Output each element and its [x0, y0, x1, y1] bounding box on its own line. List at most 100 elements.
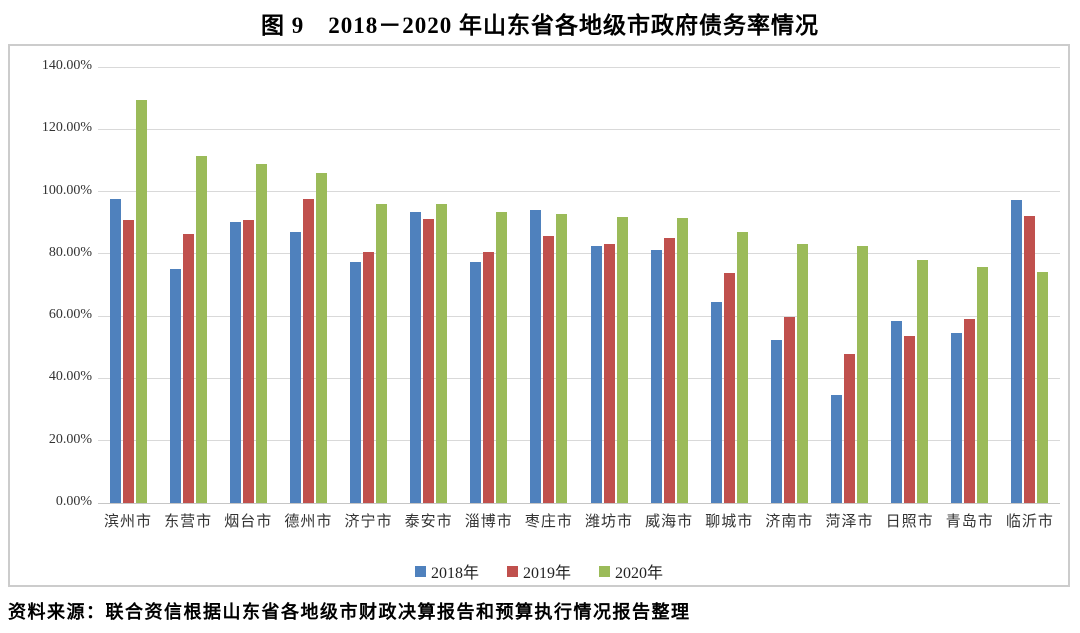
- bar: [650, 249, 662, 503]
- bar: [710, 301, 722, 503]
- bar: [770, 339, 782, 503]
- legend-item: 2019年: [506, 559, 571, 583]
- figure-title: 图 9 2018－2020 年山东省各地级市政府债务率情况: [261, 13, 819, 38]
- bar: [977, 266, 989, 503]
- bar: [530, 210, 542, 503]
- bar: [616, 216, 628, 503]
- plot-area: [98, 66, 1060, 504]
- y-axis-tick-label: 0.00%: [55, 494, 92, 509]
- bar: [543, 236, 555, 503]
- bar-group: [770, 244, 808, 503]
- gridline: [98, 66, 1060, 68]
- x-axis-tick-label: 济宁市: [344, 514, 393, 530]
- bar: [289, 232, 301, 503]
- bar-group: [410, 203, 448, 503]
- y-axis-tick-label: 20.00%: [48, 431, 92, 447]
- y-axis-tick-label: 80.00%: [48, 244, 92, 260]
- bar-group: [891, 260, 929, 503]
- x-axis-tick-label: 威海市: [645, 514, 694, 530]
- gridline: [98, 253, 1060, 255]
- x-axis-tick-label: 潍坊市: [585, 514, 634, 530]
- bar: [195, 156, 207, 503]
- x-axis-tick-label: 菏泽市: [825, 514, 874, 530]
- legend-label: 2020年: [615, 565, 664, 582]
- bar: [470, 262, 482, 503]
- bar: [736, 231, 748, 503]
- bar: [603, 243, 615, 503]
- x-axis-tick-label: 泰安市: [404, 514, 453, 530]
- bar: [844, 353, 856, 503]
- x-axis-tick-label: 德州市: [284, 514, 333, 530]
- bar: [169, 268, 181, 503]
- bar: [182, 233, 194, 503]
- y-axis-tick-label: 40.00%: [48, 369, 92, 385]
- x-axis-tick-label: 日照市: [885, 514, 934, 530]
- gridline: [98, 440, 1060, 442]
- y-axis-tick-label: 60.00%: [48, 307, 92, 323]
- bar-group: [951, 266, 989, 503]
- chart-area: 0.00% 20.00% 40.00% 60.00% 80.00% 100.00% 120.…: [8, 44, 1070, 587]
- bar: [964, 318, 976, 503]
- bar: [229, 221, 241, 503]
- legend-item: 2018年: [414, 559, 479, 583]
- bar: [857, 246, 869, 503]
- bar: [796, 244, 808, 503]
- legend-item: 2020年: [599, 559, 663, 583]
- x-axis-tick-label: 临沂市: [1005, 514, 1054, 530]
- bar-group: [350, 204, 388, 503]
- gridline: [98, 128, 1060, 130]
- legend-label: 2019年: [522, 565, 571, 582]
- y-axis-tick-label: 120.00%: [41, 120, 92, 136]
- bar: [891, 321, 903, 503]
- bar: [483, 252, 495, 503]
- bar: [350, 262, 362, 503]
- bar: [255, 164, 267, 503]
- bar: [423, 219, 435, 503]
- bar-group: [470, 212, 508, 503]
- legend-label: 2018年: [430, 565, 479, 582]
- bar: [723, 272, 735, 503]
- bar: [315, 172, 327, 503]
- bar: [122, 220, 134, 503]
- legend-swatch-icon: [414, 565, 426, 577]
- x-axis-tick-label: 滨州市: [104, 514, 153, 530]
- bar: [831, 394, 843, 503]
- bar: [590, 246, 602, 503]
- bar: [410, 212, 422, 503]
- bar: [496, 212, 508, 503]
- x-axis-tick-label: 烟台市: [224, 514, 273, 530]
- legend-swatch-icon: [506, 565, 518, 577]
- bar-group: [710, 231, 748, 503]
- bar: [302, 199, 314, 503]
- x-axis-tick-label: 枣庄市: [524, 514, 573, 530]
- bar: [135, 99, 147, 503]
- bar-group: [169, 156, 207, 503]
- bar: [783, 316, 795, 503]
- bar: [1024, 215, 1036, 503]
- bar: [951, 333, 963, 503]
- bar: [663, 237, 675, 503]
- bar: [904, 335, 916, 503]
- x-axis-line: [98, 502, 1060, 504]
- bar: [917, 260, 929, 503]
- x-axis-tick-label: 济南市: [765, 514, 814, 530]
- bar-group: [530, 210, 568, 503]
- x-axis-tick-label: 东营市: [164, 514, 213, 530]
- bar: [556, 213, 568, 503]
- bar: [1011, 199, 1023, 503]
- legend-swatch-icon: [599, 565, 610, 577]
- gridline: [98, 377, 1060, 379]
- legend: 2018年 2019年 2020年: [10, 559, 1068, 583]
- x-axis-tick-label: 淄博市: [464, 514, 513, 530]
- bar: [1037, 271, 1049, 503]
- gridline: [98, 315, 1060, 317]
- bar-group: [650, 218, 688, 503]
- bar: [363, 252, 375, 503]
- bar-group: [289, 172, 327, 503]
- bar: [109, 199, 121, 503]
- x-axis-tick-label: 青岛市: [945, 514, 994, 530]
- bar: [436, 203, 448, 503]
- x-axis-tick-label: 聊城市: [705, 514, 754, 530]
- gridline: [98, 191, 1060, 193]
